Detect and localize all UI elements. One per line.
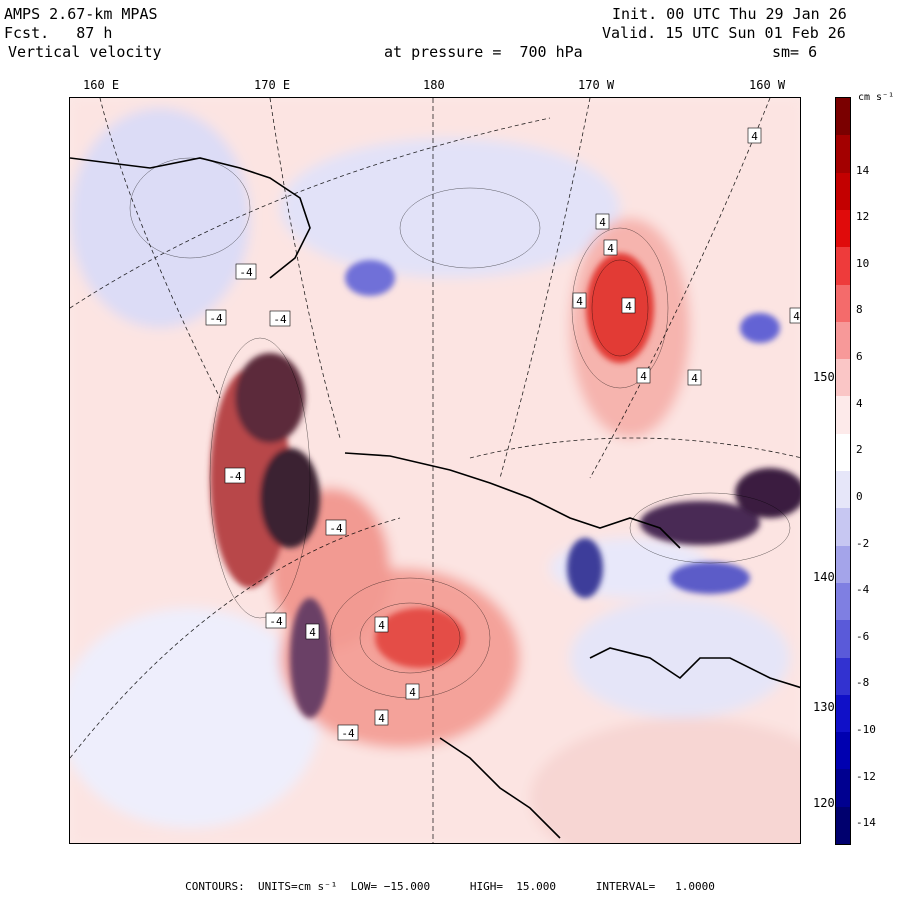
colorbar-segment: [836, 769, 850, 808]
contour-label-box: [265, 612, 287, 629]
contour-label: -4: [341, 727, 355, 740]
vertical-velocity-map: 4 4 4 4 4 4 4 4 4 4 4 4 -4 -4 -4 -4 -4 -4 -4: [69, 97, 801, 844]
colorbar-segment: [836, 545, 850, 584]
colorbar-tick-label: 4: [856, 396, 863, 410]
colorbar-units: cm s⁻¹: [858, 92, 895, 103]
contour-lines: [129, 157, 791, 699]
colorbar-segment: [836, 359, 850, 397]
lat-label-130: 130: [812, 700, 836, 714]
lon-label-160w: 160 W: [749, 78, 786, 92]
colorbar: [835, 97, 851, 845]
colorbar-segment: [836, 806, 850, 845]
colorbar-segment: [836, 172, 850, 211]
contour-label: 4: [793, 310, 800, 323]
colorbar-tick-label: 10: [856, 256, 870, 270]
colorbar-tick-label: 12: [856, 210, 870, 224]
contour-label-box: [374, 709, 389, 726]
contour-label: -4: [239, 266, 253, 279]
forecast-hour: Fcst. 87 h: [4, 24, 113, 42]
lon-label-170e: 170 E: [254, 78, 291, 92]
colorbar-tick-label: -8: [856, 676, 870, 690]
colorbar-segment: [836, 508, 850, 547]
contour-label: 4: [625, 300, 632, 313]
coastline: [70, 157, 800, 839]
colorbar-segment: [836, 582, 850, 621]
contour-label: 4: [599, 216, 606, 229]
field-cores: [210, 253, 800, 718]
colorbar-segment: [836, 732, 850, 770]
contour-label-box: [621, 297, 636, 314]
contour-info: CONTOURS: UNITS=cm s⁻¹ LOW= −15.000 HIGH…: [185, 880, 715, 893]
colorbar-tick-label: -4: [856, 583, 870, 597]
lon-label-180: 180: [423, 78, 445, 92]
contour-label: -4: [209, 312, 223, 325]
contour-label-box: [747, 127, 762, 144]
contour-label: 4: [751, 130, 758, 143]
contour-label: 4: [640, 370, 647, 383]
grid-lines: [70, 98, 800, 843]
contour-label-box: [572, 292, 587, 309]
colorbar-tick-label: -6: [856, 629, 870, 643]
contour-label-box: [603, 239, 618, 256]
contour-label-box: [224, 467, 246, 484]
colorbar-tick-label: -14: [856, 816, 876, 830]
contour-label: 4: [378, 619, 385, 632]
colorbar-tick-label: 0: [856, 489, 863, 503]
colorbar-tick-label: 14: [856, 163, 870, 177]
contour-label-box: [687, 369, 702, 386]
colorbar-segment: [836, 98, 850, 136]
colorbar-segment: [836, 471, 850, 509]
colorbar-segment: [836, 209, 850, 248]
colorbar-segment: [836, 657, 850, 696]
variable-name: Vertical velocity: [8, 43, 162, 61]
colorbar-segment: [836, 620, 850, 658]
colorbar-segment: [836, 247, 850, 285]
colorbar-segment: [836, 396, 850, 435]
colorbar-segment: [836, 321, 850, 360]
colorbar-tick-label: 6: [856, 350, 863, 364]
contour-label-box: [636, 367, 651, 384]
colorbar-segment: [836, 694, 850, 733]
contour-label: -4: [329, 522, 343, 535]
contour-label-box: [405, 683, 420, 700]
contour-label: -4: [228, 470, 242, 483]
colorbar-segment: [836, 284, 850, 323]
contour-label-box: [235, 263, 257, 280]
colorbar-tick-label: 2: [856, 443, 863, 457]
lat-label-120: 120: [812, 796, 836, 810]
contour-label: 4: [309, 626, 316, 639]
contour-label-box: [205, 309, 227, 326]
contour-label-box: [337, 724, 359, 741]
lon-label-170w: 170 W: [578, 78, 615, 92]
contour-label: 4: [607, 242, 614, 255]
contour-label: -4: [273, 313, 287, 326]
valid-time: Valid. 15 UTC Sun 01 Feb 26: [602, 24, 846, 42]
contour-label: 4: [378, 712, 385, 725]
colorbar-segment: [836, 433, 850, 472]
contour-label: 4: [409, 686, 416, 699]
colorbar-segment: [836, 135, 850, 174]
contour-label: 4: [576, 295, 583, 308]
contour-label-box: [305, 623, 320, 640]
contour-label: 4: [691, 372, 698, 385]
pressure-level: at pressure = 700 hPa: [384, 43, 583, 61]
lon-label-160e: 160 E: [83, 78, 120, 92]
colorbar-tick-label: -10: [856, 723, 876, 737]
colorbar-tick-label: -2: [856, 536, 870, 550]
contour-label-box: [374, 616, 389, 633]
field-background: [70, 98, 800, 843]
smoothing-value: sm= 6: [772, 43, 818, 61]
contour-label-box: [269, 310, 291, 327]
init-time: Init. 00 UTC Thu 29 Jan 26: [612, 5, 847, 23]
colorbar-tick-label: 8: [856, 303, 863, 317]
model-title: AMPS 2.67-km MPAS: [4, 5, 158, 23]
contour-label-box: [789, 307, 800, 324]
contour-label-box: [325, 519, 347, 536]
contour-label: -4: [269, 615, 283, 628]
contour-label-box: [595, 213, 610, 230]
colorbar-tick-label: -12: [856, 769, 876, 783]
